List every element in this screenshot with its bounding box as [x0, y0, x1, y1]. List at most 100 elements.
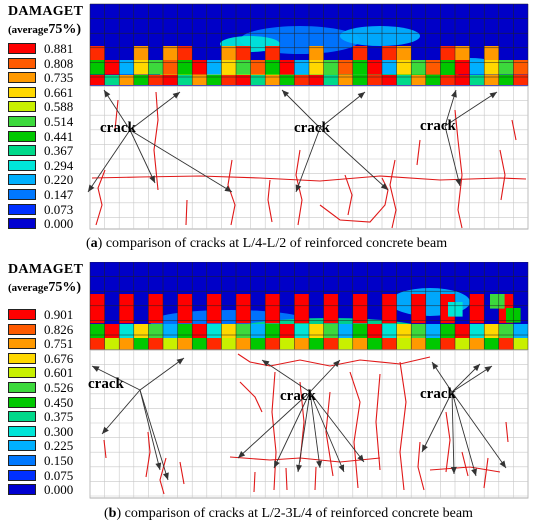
- damage-element: [338, 338, 353, 350]
- damage-element: [352, 294, 368, 324]
- legend-tick-label: 0.601: [44, 365, 74, 381]
- damage-element: [119, 60, 134, 75]
- damage-element: [440, 60, 455, 75]
- damage-element: [382, 324, 397, 339]
- arrow-head: [432, 362, 439, 370]
- damage-element: [177, 324, 193, 339]
- damage-element: [513, 60, 528, 75]
- arrow-line: [139, 357, 185, 391]
- crack-line: [461, 451, 469, 477]
- crack-line: [267, 179, 273, 223]
- damage-element: [250, 324, 266, 339]
- panel-a-figure: [87, 3, 529, 230]
- arrow-line: [237, 391, 311, 459]
- legend-swatch: [8, 338, 36, 350]
- damage-element: [294, 75, 309, 85]
- legend-tick-label: 0.735: [44, 70, 74, 86]
- legend-swatch: [8, 43, 36, 54]
- damage-element: [119, 294, 134, 324]
- legend-tick-label: 0.300: [44, 423, 74, 439]
- damage-element: [279, 324, 295, 339]
- legend-tick-label: 0.294: [44, 157, 74, 173]
- arrow-head: [163, 472, 169, 480]
- damage-element: [236, 75, 251, 85]
- crack-line: [417, 441, 425, 491]
- legend-tick-label: 0.661: [44, 84, 74, 100]
- damage-element: [455, 324, 470, 339]
- crack-line: [271, 371, 277, 491]
- damage-element: [90, 75, 105, 85]
- damage-element: [411, 60, 426, 75]
- panel-b-figure: [89, 262, 529, 499]
- damage-element: [309, 46, 324, 61]
- damage-element: [265, 324, 280, 339]
- damage-element: [484, 75, 499, 85]
- legend-swatch: [8, 72, 36, 84]
- damage-element: [498, 338, 514, 350]
- legend-swatch: [8, 352, 36, 364]
- arrow-line: [101, 389, 141, 435]
- damage-element: [309, 60, 324, 75]
- arrow-head: [224, 185, 232, 192]
- damage-element: [396, 75, 412, 85]
- crack-line: [179, 461, 185, 485]
- legend-swatch: [8, 455, 36, 466]
- damage-element: [352, 324, 368, 339]
- arrow-line: [444, 125, 461, 187]
- damage-element: [206, 324, 222, 339]
- legend-tick-label: 0.901: [44, 307, 74, 322]
- legend-swatch: [8, 218, 36, 230]
- legend-subtitle: (average75%): [8, 22, 81, 37]
- legend-tick-label: 0.441: [44, 128, 74, 144]
- legend-swatch: [8, 396, 36, 408]
- arrow-line: [261, 359, 311, 393]
- arrow-line: [309, 391, 365, 463]
- legend-swatch: [8, 116, 36, 127]
- arrow-head: [295, 184, 302, 192]
- damage-element: [440, 324, 455, 339]
- damage-element: [206, 75, 222, 85]
- damage-element: [382, 294, 397, 324]
- legend-swatch: [8, 323, 36, 335]
- arrow-line: [129, 129, 156, 184]
- crack-line: [159, 457, 167, 495]
- legend-tick-label: 0.676: [44, 350, 74, 366]
- legend-tick-label: 0.514: [44, 114, 74, 129]
- arrow-head: [88, 184, 95, 192]
- damage-element: [382, 338, 397, 350]
- damage-element: [133, 324, 149, 339]
- damage-element: [382, 75, 397, 85]
- arrow-head: [472, 364, 480, 372]
- damage-element: [338, 60, 353, 75]
- arrow-line: [139, 389, 169, 481]
- damage-element: [177, 294, 193, 324]
- crack-line: [237, 353, 431, 367]
- crack-line: [399, 361, 407, 491]
- damage-element: [177, 75, 193, 85]
- crack-line: [375, 373, 381, 471]
- arrow-line: [319, 91, 366, 129]
- crack-label: crack: [280, 388, 316, 404]
- damage-element: [192, 338, 207, 350]
- damage-element: [148, 60, 163, 75]
- damage-element: [192, 324, 207, 339]
- damage-element: [323, 75, 339, 85]
- damage-element: [309, 75, 324, 85]
- damage-element: [294, 324, 309, 339]
- damage-element: [448, 302, 463, 317]
- arrow-line: [129, 129, 233, 193]
- damage-element: [163, 338, 178, 350]
- damage-element: [396, 338, 412, 350]
- damage-element: [192, 75, 207, 85]
- damage-element: [323, 338, 339, 350]
- damage-element: [440, 75, 455, 85]
- damage-element: [490, 294, 505, 309]
- damage-element: [396, 324, 412, 339]
- crack-line: [483, 457, 489, 489]
- damage-element: [484, 338, 499, 350]
- damage-element: [133, 60, 149, 75]
- damage-element: [104, 338, 120, 350]
- crack-line: [239, 381, 263, 413]
- damage-element: [236, 60, 251, 75]
- damage-element: [90, 324, 105, 339]
